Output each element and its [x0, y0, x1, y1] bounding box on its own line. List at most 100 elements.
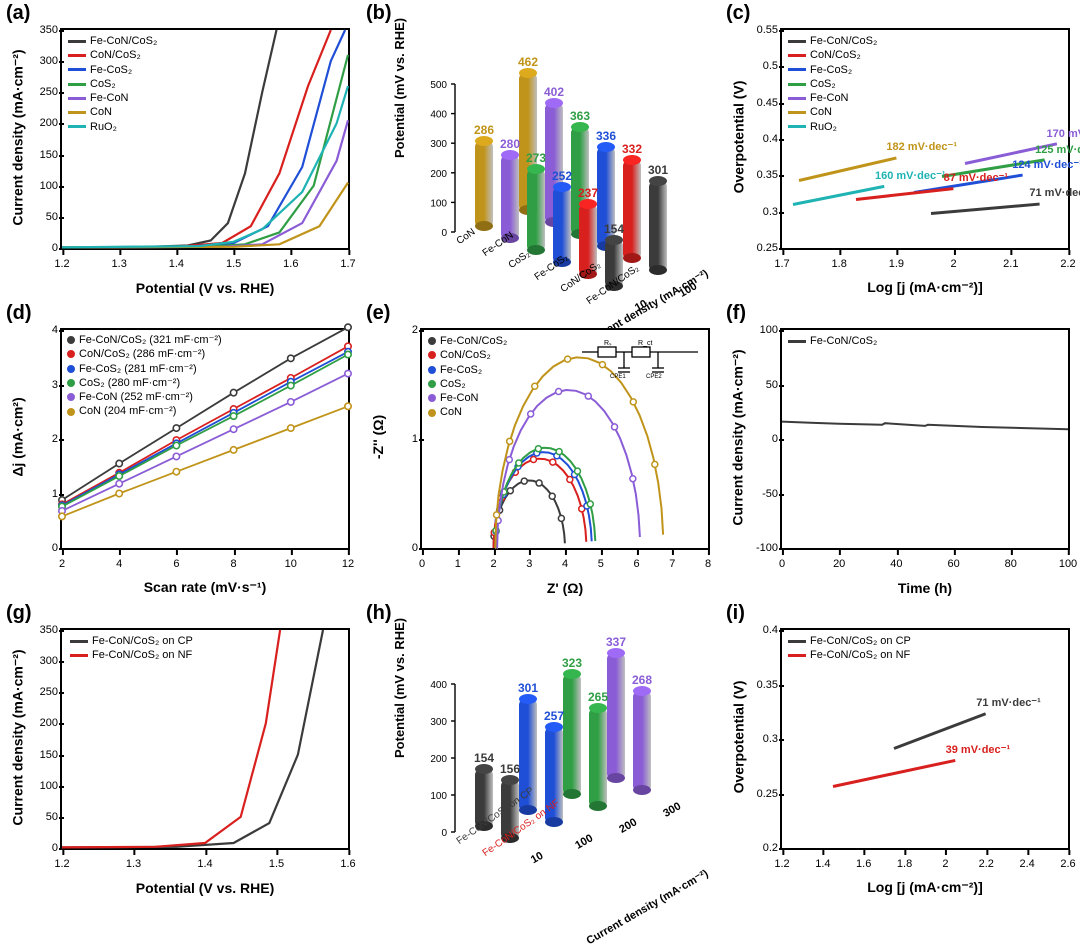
legend-item: Fe-CoS₂ — [68, 63, 157, 77]
bar-value-label: 257 — [544, 709, 564, 723]
panel-a: (a) Current density (mA·cm⁻²) 1.21.31.41… — [0, 0, 360, 300]
legend-label: Fe-CoN/CoS₂ on CP — [810, 634, 911, 648]
legend-label: RuO₂ — [90, 120, 117, 134]
slope-label: 71 mV·dec⁻¹ — [1029, 186, 1080, 199]
legend-item: CoN/CoS₂ (286 mF·cm⁻²) — [67, 347, 222, 361]
panel-b-plot: 0100200300400500Potential (mV vs. RHE)Cu… — [390, 22, 714, 280]
bar-value-label: 363 — [570, 109, 590, 123]
bar-value-label: 337 — [606, 635, 626, 649]
legend-item: CoS₂ — [428, 377, 507, 391]
panel-f: (f) Current density (mA·cm⁻²) 0204060801… — [720, 300, 1080, 600]
svg-text:100: 100 — [430, 198, 447, 209]
panel-c: (c) Overpotential (V) 1.71.81.922.12.20.… — [720, 0, 1080, 300]
legend-swatch — [68, 68, 86, 71]
bar-value-label: 154 — [604, 222, 624, 236]
panel-a-xaxis: Potential (V vs. RHE) — [60, 280, 350, 296]
legend-swatch — [68, 111, 86, 114]
legend-swatch — [428, 409, 436, 417]
bar-value-label: 301 — [648, 163, 668, 177]
legend-swatch — [70, 654, 88, 657]
svg-text:400: 400 — [430, 110, 447, 121]
panel-a-plot: 1.21.31.41.51.61.7050100150200250300350F… — [60, 28, 350, 250]
legend-swatch — [67, 365, 75, 373]
legend-label: CoN/CoS₂ — [440, 348, 491, 362]
legend-swatch — [788, 83, 806, 86]
legend-label: Fe-CoS₂ — [440, 363, 482, 377]
legend-swatch — [67, 350, 75, 358]
legend-swatch — [788, 111, 806, 114]
bar3d-cylinder — [563, 674, 581, 794]
panel-d-xaxis: Scan rate (mV·s⁻¹) — [60, 579, 350, 596]
legend-label: Fe-CoN/CoS₂ — [810, 334, 877, 348]
slope-label: 71 mV·dec⁻¹ — [976, 696, 1041, 709]
legend-item: Fe-CoN/CoS₂ on CP — [788, 634, 911, 648]
legend-item: RuO₂ — [788, 120, 877, 134]
bar-value-label: 301 — [518, 681, 538, 695]
legend-item: Fe-CoN/CoS₂ — [428, 334, 507, 348]
legend-label: CoN/CoS₂ (286 mF·cm⁻²) — [79, 347, 205, 361]
legend-item: CoN (204 mF·cm⁻²) — [67, 404, 222, 418]
bar3d-cylinder — [623, 160, 641, 258]
legend-swatch — [428, 366, 436, 374]
legend-label: CoS₂ (280 mF·cm⁻²) — [79, 376, 180, 390]
legend-label: Fe-CoN/CoS₂ on NF — [92, 648, 192, 662]
legend-item: Fe-CoN/CoS₂ on NF — [788, 648, 911, 662]
slope-label: 87 mV·dec⁻¹ — [944, 171, 1009, 184]
legend-swatch — [788, 340, 806, 343]
legend-swatch — [68, 125, 86, 128]
legend-item: CoN — [788, 105, 877, 119]
svg-text:300: 300 — [430, 139, 447, 150]
legend-item: Fe-CoN — [428, 391, 507, 405]
slope-label: 182 mV·dec⁻¹ — [886, 140, 957, 153]
legend-swatch — [68, 97, 86, 100]
panel-g: (g) Current density (mA·cm⁻²) 1.21.31.41… — [0, 600, 360, 900]
legend-item: Fe-CoN/CoS₂ on NF — [70, 648, 193, 662]
panel-f-plot: 020406080100-100-50050100Fe-CoN/CoS₂ — [780, 328, 1070, 550]
svg-text:Rₛ: Rₛ — [604, 340, 612, 347]
legend-swatch — [788, 97, 806, 100]
series-line — [62, 630, 323, 847]
tafel-segment — [931, 202, 1040, 214]
panel-f-label: (f) — [726, 302, 746, 325]
legend-label: Fe-CoN (252 mF·cm⁻²) — [79, 390, 193, 404]
svg-text:500: 500 — [430, 80, 447, 91]
legend-item: CoN/CoS₂ — [428, 348, 507, 362]
svg-text:100: 100 — [430, 791, 447, 802]
legend-label: CoN/CoS₂ — [90, 48, 141, 62]
legend-label: Fe-CoN/CoS₂ — [90, 34, 157, 48]
legend: Fe-CoN/CoS₂ on CPFe-CoN/CoS₂ on NF — [70, 634, 193, 663]
legend-label: CoN — [90, 105, 112, 119]
svg-text:R_ct: R_ct — [638, 340, 652, 347]
legend-item: Fe-CoS₂ (281 mF·cm⁻²) — [67, 362, 222, 376]
legend-label: CoS₂ — [440, 377, 466, 391]
legend-item: Fe-CoN/CoS₂ — [788, 34, 877, 48]
legend-item: Fe-CoN (252 mF·cm⁻²) — [67, 390, 222, 404]
series-line — [782, 422, 1068, 430]
panel-g-label: (g) — [6, 602, 32, 625]
panel-c-plot: 1.71.81.922.12.20.250.30.350.40.450.50.5… — [780, 28, 1070, 250]
legend: Fe-CoN/CoS₂ (321 mF·cm⁻²)CoN/CoS₂ (286 m… — [67, 333, 222, 419]
legend-item: CoS₂ — [68, 77, 157, 91]
legend-swatch — [68, 40, 86, 43]
series-line — [62, 183, 348, 248]
panel-d: (d) Δj (mA·cm²) 2468101201234Fe-CoN/CoS₂… — [0, 300, 360, 600]
panel-g-xaxis: Potential (V vs. RHE) — [60, 880, 350, 896]
legend-label: CoN — [440, 405, 462, 419]
legend-label: Fe-CoS₂ — [810, 63, 852, 77]
bar-value-label: 286 — [474, 123, 494, 137]
panel-e: (e) -Z'' (Ω) 012345678012Fe-CoN/CoS₂CoN/… — [360, 300, 720, 600]
legend-swatch — [70, 640, 88, 643]
svg-text:200: 200 — [430, 754, 447, 765]
bar-value-label: 156 — [500, 762, 520, 776]
legend-swatch — [428, 394, 436, 402]
legend-label: Fe-CoN — [810, 91, 849, 105]
legend-swatch — [788, 125, 806, 128]
legend-label: Fe-CoN/CoS₂ (321 mF·cm⁻²) — [79, 333, 222, 347]
panel-e-plot: 012345678012Fe-CoN/CoS₂CoN/CoS₂Fe-CoS₂Co… — [420, 328, 710, 550]
legend-swatch — [428, 351, 436, 359]
legend-item: Fe-CoN/CoS₂ — [68, 34, 157, 48]
legend-item: Fe-CoN — [68, 91, 157, 105]
tafel-segment — [833, 759, 956, 788]
legend-item: Fe-CoS₂ — [428, 363, 507, 377]
legend-item: Fe-CoN/CoS₂ (321 mF·cm⁻²) — [67, 333, 222, 347]
